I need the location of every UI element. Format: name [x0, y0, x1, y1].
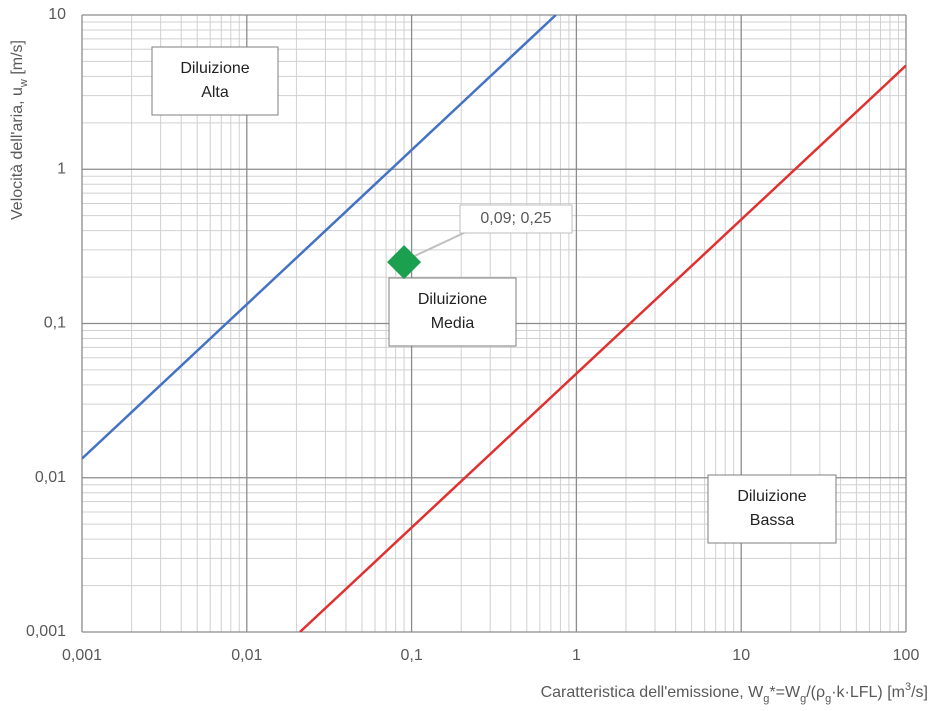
y-tick-label: 1 [57, 160, 66, 177]
y-tick-label: 0,001 [26, 623, 66, 640]
data-label: 0,09; 0,25 [480, 210, 551, 227]
x-axis-label-part: 3 [905, 681, 911, 693]
x-axis-label: Caratteristica dell'emissione, Wg*=Wg/(ρ… [541, 681, 928, 705]
y-tick-label: 0,01 [35, 469, 66, 486]
y-tick-label: 10 [48, 6, 66, 23]
y-axis-label-part: Velocità dell'aria, u [9, 87, 26, 220]
data-label-box [459, 204, 573, 234]
x-axis-label-part: /s] [911, 684, 928, 701]
line [82, 15, 557, 460]
y-tick-label: 0,1 [44, 315, 66, 332]
y-axis-label-part: [m/s] [9, 40, 26, 79]
annotation-text: Media [431, 315, 475, 332]
x-tick-label: 0,001 [62, 647, 102, 664]
x-axis-label-part: g [800, 693, 806, 705]
x-tick-label: 100 [893, 647, 920, 664]
x-axis-label-part: Caratteristica dell'emissione, W [541, 684, 765, 701]
x-tick-label: 0,1 [400, 647, 422, 664]
annotation-text: Diluizione [180, 60, 249, 77]
annotation-box [707, 474, 837, 544]
y-axis-label: Velocità dell'aria, uw [m/s] [9, 40, 30, 220]
x-tick-label: 0,01 [231, 647, 262, 664]
x-axis-label-part: ·k·LFL) [m [831, 684, 905, 701]
x-axis-label-part: g [825, 693, 831, 705]
annotation-text: Bassa [750, 512, 795, 529]
x-tick-label: 1 [572, 647, 581, 664]
x-axis-label-part: /(ρ [806, 684, 825, 701]
leader-line [409, 231, 467, 260]
y-axis-label-part: w [18, 79, 30, 88]
annotation-text: Diluizione [418, 291, 487, 308]
x-tick-label: 10 [732, 647, 750, 664]
x-axis-label-part: *=W [769, 684, 801, 701]
point [387, 245, 422, 280]
annotation-text: Alta [201, 84, 229, 101]
x-axis-label-part: g [763, 693, 769, 705]
annotation-box [151, 46, 279, 116]
annotation-box [388, 277, 517, 347]
annotation-text: Diluizione [737, 488, 806, 505]
line [299, 64, 906, 632]
